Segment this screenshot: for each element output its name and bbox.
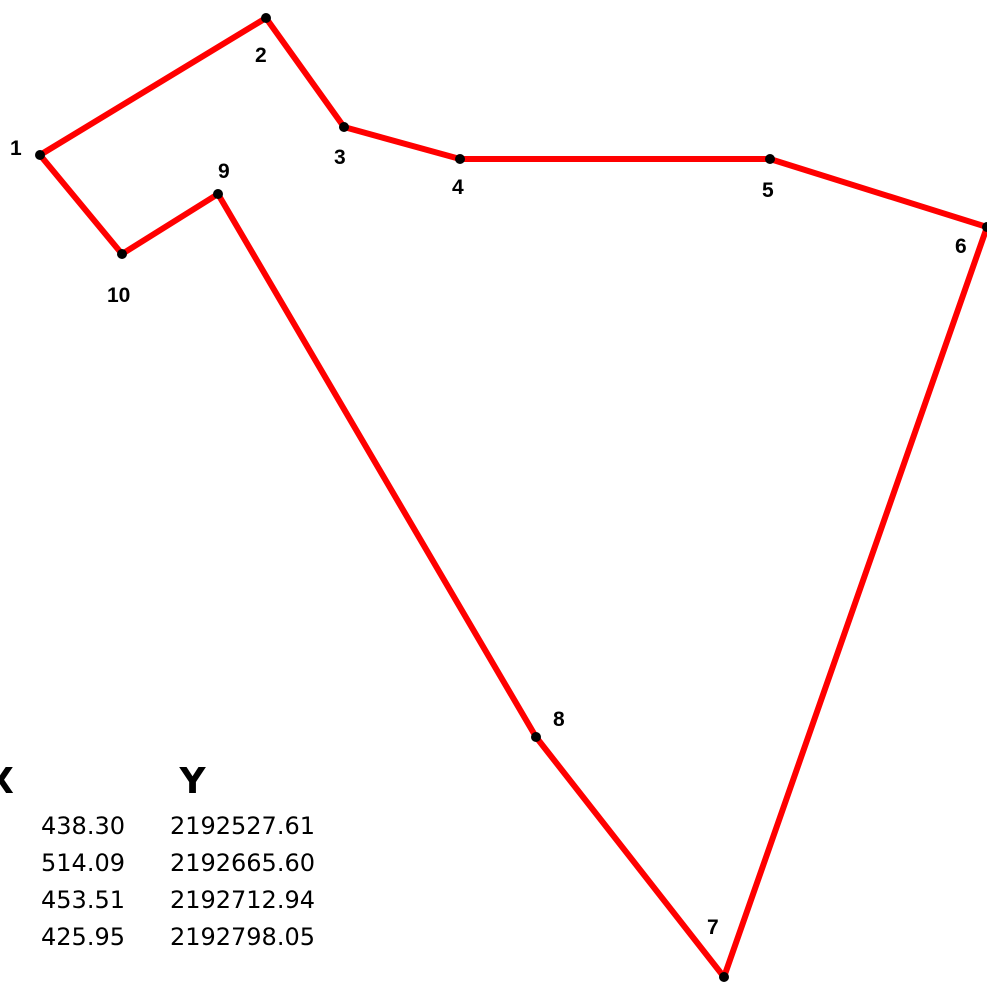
vertex-label-3: 3: [334, 146, 346, 169]
polygon-boundary: [37, 15, 987, 980]
cell-x: 425.95: [41, 923, 125, 951]
header-y: Y: [179, 761, 206, 802]
cell-y: 2192665.60: [169, 849, 315, 877]
vertex-label-10: 10: [107, 284, 130, 307]
vertex-point-2: [261, 13, 271, 23]
vertex-point-10: [117, 249, 127, 259]
vertex-label-8: 8: [553, 708, 565, 731]
table-row: 453.51 2192712.94: [0, 882, 345, 919]
table-row: 438.30 2192527.61: [0, 808, 345, 845]
vertex-label-1: 1: [10, 137, 22, 160]
table-row: 514.09 2192665.60: [0, 845, 345, 882]
vertex-label-6: 6: [955, 235, 967, 258]
coordinates-table-header: X Y: [0, 756, 345, 808]
vertex-points: [35, 13, 987, 982]
vertex-point-9: [213, 189, 223, 199]
cell-y: 2192798.05: [169, 923, 315, 951]
vertex-label-9: 9: [218, 160, 230, 183]
vertex-labels: 1 2 3 4 5 6 7 8 9 10: [10, 44, 967, 939]
vertex-label-4: 4: [452, 176, 464, 199]
table-row: 425.95 2192798.05: [0, 919, 345, 956]
coordinates-table: X Y 438.30 2192527.61 514.09 2192665.60 …: [0, 756, 345, 956]
cell-y: 2192527.61: [169, 812, 315, 840]
vertex-label-5: 5: [762, 179, 774, 202]
header-x: X: [0, 756, 40, 808]
vertex-point-3: [339, 122, 349, 132]
vertex-point-8: [531, 732, 541, 742]
vertex-point-5: [765, 154, 775, 164]
cell-x: 438.30: [41, 812, 125, 840]
cell-x: 453.51: [41, 886, 125, 914]
cell-y: 2192712.94: [169, 886, 315, 914]
vertex-label-2: 2: [255, 44, 267, 67]
vertex-label-7: 7: [707, 916, 719, 939]
vertex-point-4: [455, 154, 465, 164]
vertex-point-1: [35, 150, 45, 160]
cell-x: 514.09: [41, 849, 125, 877]
vertex-point-7: [719, 972, 729, 982]
vertex-point-6: [982, 222, 987, 232]
